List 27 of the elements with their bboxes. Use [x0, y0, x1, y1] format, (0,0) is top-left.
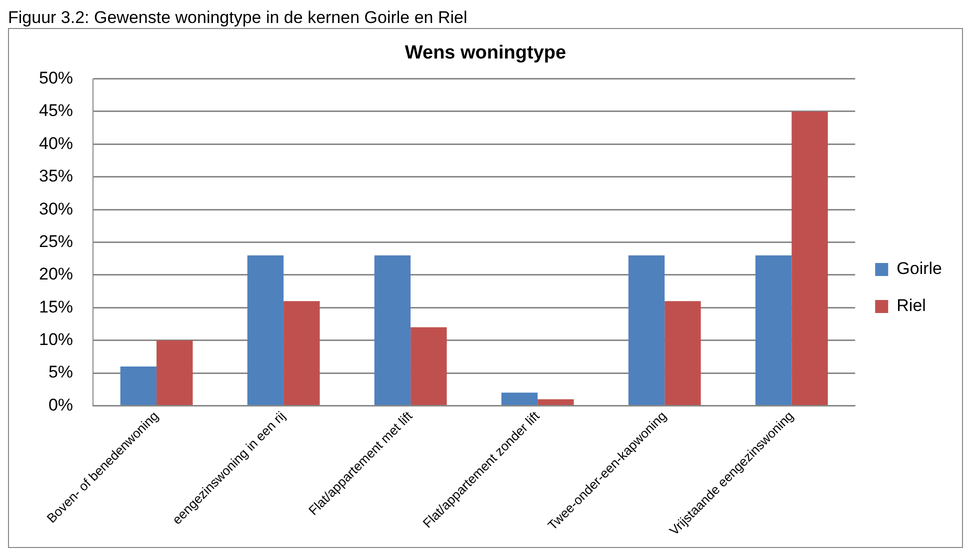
- bar: [156, 340, 193, 405]
- bar: [501, 392, 538, 405]
- bar: [664, 301, 701, 405]
- y-tick-label: 50%: [38, 68, 74, 88]
- y-tick-label: 25%: [38, 232, 74, 251]
- legend-label: Riel: [896, 296, 926, 316]
- y-tick-label: 10%: [38, 330, 74, 350]
- legend-label: Goirle: [896, 259, 942, 278]
- text: Figuur 3.2: Gewenste woningtype in de kernen Goirle en Riel: [8, 8, 468, 28]
- bar: [792, 111, 828, 405]
- chart-title: Wens woningtype: [404, 42, 566, 64]
- bar: [538, 399, 574, 405]
- bar: [628, 255, 665, 405]
- y-tick-label: 15%: [38, 297, 74, 316]
- y-tick-label: 45%: [38, 101, 74, 120]
- bar: [374, 255, 411, 405]
- y-tick-label: 0%: [48, 395, 74, 414]
- bar: [247, 255, 284, 405]
- y-tick-label: 5%: [48, 362, 74, 382]
- y-tick-label: 35%: [38, 166, 74, 186]
- y-tick-label: 40%: [38, 134, 74, 153]
- bar: [120, 366, 157, 405]
- y-tick-label: 30%: [38, 199, 74, 218]
- bar: [284, 301, 320, 405]
- bar: [755, 255, 792, 405]
- bar: [410, 327, 447, 405]
- y-tick-label: 20%: [38, 264, 74, 284]
